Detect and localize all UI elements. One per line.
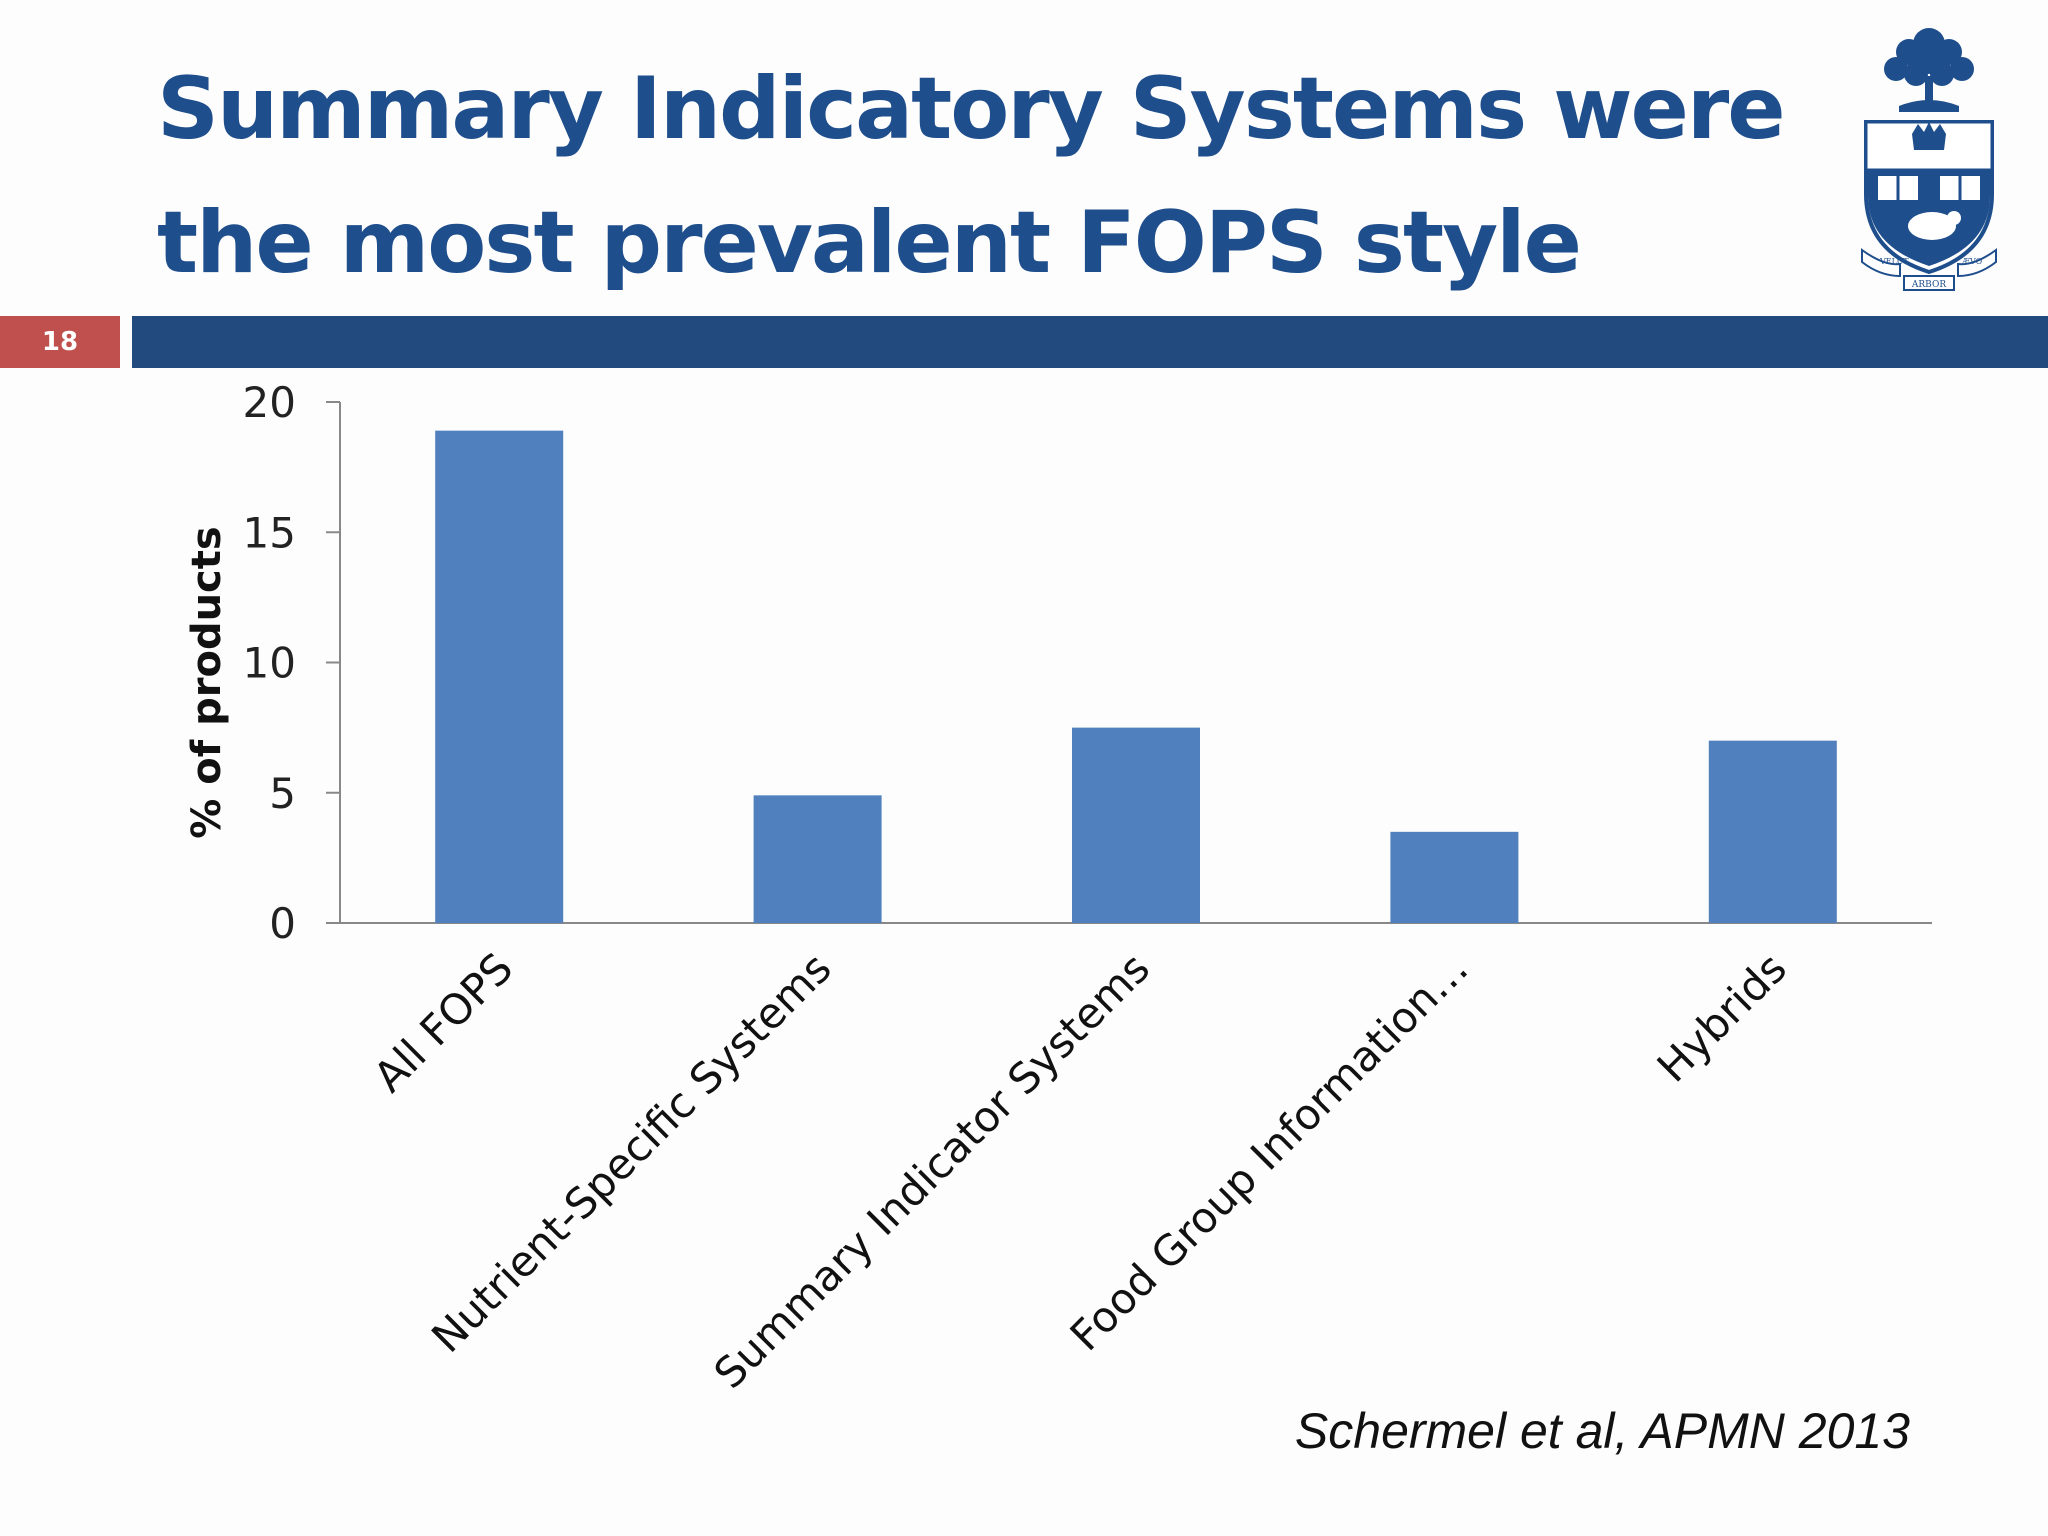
bar — [1072, 727, 1200, 923]
y-tick-label: 5 — [269, 769, 296, 818]
bar — [753, 795, 882, 923]
bar — [1390, 831, 1519, 923]
university-crest-logo: VELUT ÆVO ARBOR — [1861, 28, 1997, 291]
y-tick-label: 15 — [243, 508, 296, 557]
y-tick-label: 20 — [243, 378, 296, 427]
x-category-label: Hybrids — [1648, 943, 1796, 1091]
citation-text: Schermel et al, APMN 2013 — [1294, 1403, 1910, 1459]
slide-title-line-1: Summary Indicatory Systems were — [157, 59, 1786, 159]
y-tick-label: 0 — [269, 899, 296, 948]
crest-motto-right: ÆVO — [1961, 257, 1983, 266]
y-axis-title: % of products — [184, 526, 230, 838]
crest-motto-left: VELUT — [1879, 257, 1909, 266]
y-tick-label: 10 — [243, 639, 296, 688]
crest-motto-bottom: ARBOR — [1911, 280, 1946, 290]
bar — [1708, 740, 1837, 923]
slide-title: Summary Indicatory Systems were the most… — [157, 42, 1797, 310]
slide-number-badge: 18 — [0, 316, 120, 368]
header-divider-band — [132, 316, 2048, 368]
bar — [435, 430, 564, 923]
slide-title-line-2: the most prevalent FOPS style — [157, 193, 1582, 293]
x-category-label: All FOPS — [364, 943, 522, 1101]
